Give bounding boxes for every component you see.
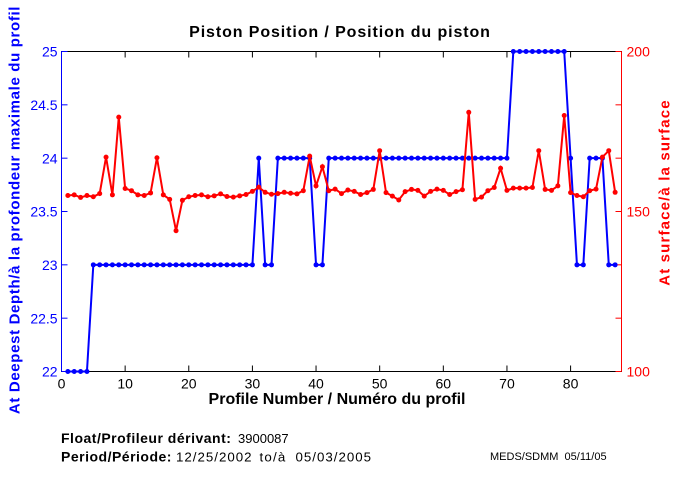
svg-text:At surface/à la surface: At surface/à la surface [657,99,674,286]
svg-text:200: 200 [627,44,651,60]
svg-text:0: 0 [58,376,66,392]
svg-text:23.5: 23.5 [30,204,57,220]
svg-text:20: 20 [181,376,197,392]
svg-text:At Deepest Depth/à la profonde: At Deepest Depth/à la profondeur maximal… [7,6,24,414]
svg-text:70: 70 [499,376,515,392]
svg-text:100: 100 [627,364,651,380]
svg-text:10: 10 [117,376,133,392]
svg-text:22: 22 [42,364,58,380]
svg-text:23: 23 [42,257,58,273]
svg-text:30: 30 [245,376,261,392]
svg-text:50: 50 [372,376,388,392]
svg-text:150: 150 [627,204,651,220]
svg-text:24: 24 [42,150,58,166]
svg-text:22.5: 22.5 [30,310,57,326]
svg-text:25: 25 [42,44,58,60]
svg-text:Float/Profileur dérivant: 3900: Float/Profileur dérivant: 3900087 [61,430,289,446]
svg-text:Piston Position / Position du: Piston Position / Position du piston [189,24,491,41]
svg-text:80: 80 [563,376,579,392]
svg-text:40: 40 [308,376,324,392]
svg-text:MEDS/SDMM 05/11/05: MEDS/SDMM 05/11/05 [490,451,607,463]
svg-text:Profile Number / Numéro du pro: Profile Number / Numéro du profil [209,391,466,408]
svg-text:24.5: 24.5 [30,97,57,113]
svg-text:60: 60 [436,376,452,392]
